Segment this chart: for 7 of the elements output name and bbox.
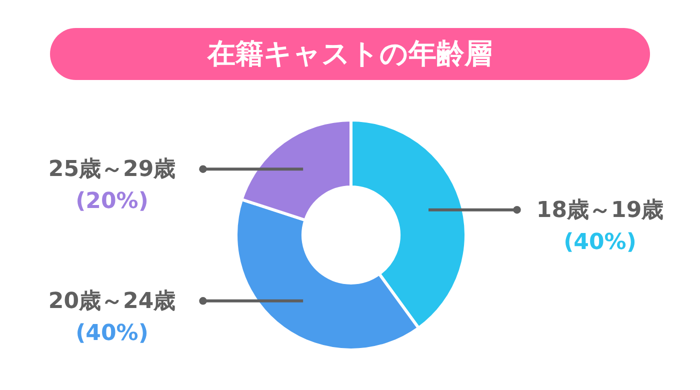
slice-label: 20歳～24歳 [48, 288, 176, 314]
slice-label: 18歳～19歳 [536, 198, 664, 223]
data-label: (20%) [76, 189, 148, 214]
chart-title: 在籍キャストの年齢層 [206, 37, 492, 70]
slice-label: 25歳～29歳 [48, 157, 176, 182]
data-label: (40%) [76, 320, 148, 346]
data-label: (40%) [564, 230, 636, 255]
